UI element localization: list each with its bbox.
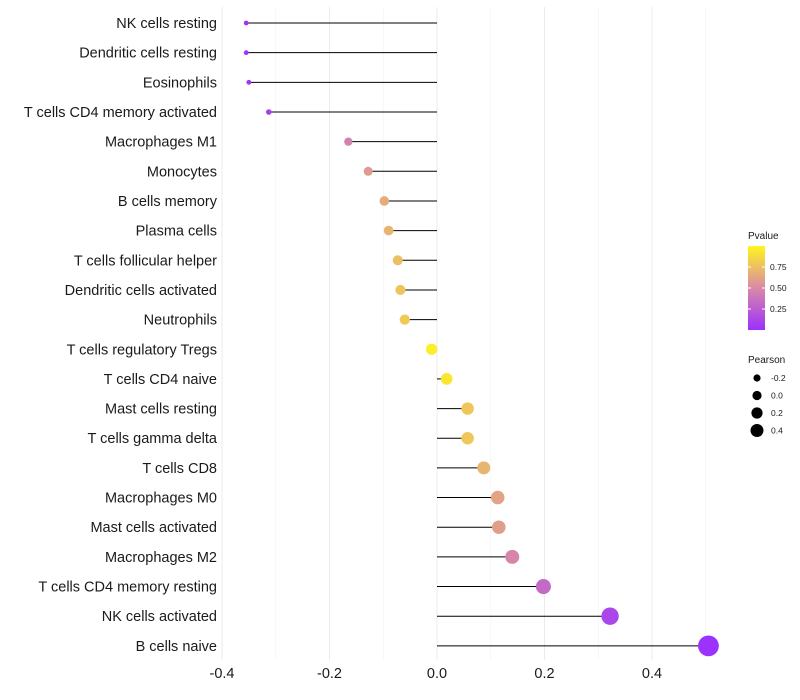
size-legend-label: 0.2 xyxy=(771,408,783,418)
point-layer xyxy=(243,20,719,657)
category-label: T cells CD4 memory resting xyxy=(38,580,217,596)
category-label: Mast cells resting xyxy=(105,402,217,418)
lollipop-point xyxy=(461,432,474,445)
category-label: Monocytes xyxy=(147,164,217,180)
color-legend-bar xyxy=(748,246,765,330)
lollipop-point xyxy=(426,343,438,355)
size-legend-dot xyxy=(750,424,764,437)
x-tick-label: 0.4 xyxy=(642,666,662,682)
x-tick-label: 0.0 xyxy=(427,666,447,682)
x-tick-label: 0.2 xyxy=(534,666,554,682)
lollipop-point xyxy=(399,314,410,325)
color-legend-label: 0.75 xyxy=(770,262,787,272)
category-label: NK cells activated xyxy=(102,609,217,625)
size-legend-dot xyxy=(752,390,762,401)
category-label: B cells memory xyxy=(118,194,218,210)
size-legend-label: -0.2 xyxy=(771,373,786,383)
lollipop-point xyxy=(265,109,272,115)
lollipop-point xyxy=(505,549,520,564)
category-label: T cells CD8 xyxy=(142,461,217,477)
lollipop-point xyxy=(243,50,249,56)
category-label: Neutrophils xyxy=(144,313,217,329)
lollipop-point xyxy=(492,520,506,534)
category-label: Plasma cells xyxy=(136,224,217,240)
lollipop-point xyxy=(383,225,394,236)
lollipop-point xyxy=(395,284,406,296)
x-axis-ticks: -0.4 -0.2 0.0 0.2 0.4 xyxy=(210,666,663,682)
lollipop-point xyxy=(535,578,551,595)
category-label: Macrophages M2 xyxy=(105,550,217,566)
size-legend-label: 0.4 xyxy=(771,426,783,436)
category-label: T cells CD4 naive xyxy=(104,372,217,388)
color-legend-label: 0.25 xyxy=(770,304,787,314)
size-legend-title: Pearson xyxy=(748,355,785,366)
category-label: Dendritic cells resting xyxy=(79,46,217,62)
lollipop-point xyxy=(246,79,252,85)
stem-layer xyxy=(246,22,709,647)
lollipop-point xyxy=(440,373,453,385)
category-label: NK cells resting xyxy=(116,16,217,32)
size-legend-dot xyxy=(753,374,761,382)
lollipop-point xyxy=(461,402,474,415)
category-label: Dendritic cells activated xyxy=(65,283,217,299)
size-legend-items: -0.2 0.0 0.2 0.4 xyxy=(750,373,786,437)
category-label: Eosinophils xyxy=(143,75,217,91)
lollipop-point xyxy=(477,461,491,475)
lollipop-point xyxy=(490,490,505,505)
category-label: B cells naive xyxy=(136,639,217,655)
grid-layer xyxy=(221,7,707,660)
color-legend-title: Pvalue xyxy=(748,231,779,242)
category-label: T cells follicular helper xyxy=(74,253,217,269)
category-labels: NK cells resting Dendritic cells resting E… xyxy=(24,16,218,655)
category-label: Macrophages M0 xyxy=(105,491,217,507)
x-tick-label: -0.2 xyxy=(317,666,342,682)
lollipop-point xyxy=(344,137,353,146)
lollipop-point xyxy=(379,196,390,206)
category-label: T cells gamma delta xyxy=(88,431,218,447)
x-tick-label: -0.4 xyxy=(210,666,235,682)
lollipop-point xyxy=(363,166,373,176)
legend: Pvalue 0.25 0.50 0.75 Pearson -0.2 0.0 0.2 0.… xyxy=(748,231,787,437)
color-legend-ticks: 0.25 0.50 0.75 xyxy=(748,262,787,314)
category-label: T cells CD4 memory activated xyxy=(24,105,217,121)
size-legend-label: 0.0 xyxy=(771,391,783,401)
color-legend-label: 0.50 xyxy=(770,283,787,293)
category-label: T cells regulatory Tregs xyxy=(67,342,217,358)
category-label: Macrophages M1 xyxy=(105,135,217,151)
lollipop-point xyxy=(698,635,719,657)
category-label: Mast cells activated xyxy=(90,520,217,536)
size-legend-dot xyxy=(751,407,763,419)
lollipop-point xyxy=(392,255,403,266)
lollipop-point xyxy=(601,607,619,625)
lollipop-point xyxy=(243,20,249,26)
